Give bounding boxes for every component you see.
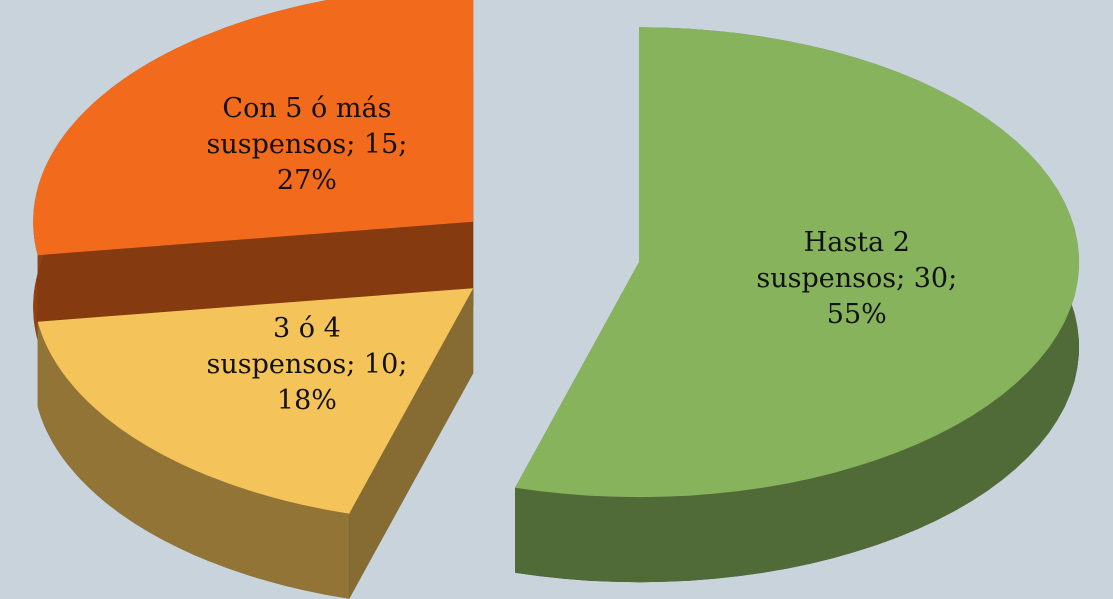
slice-top bbox=[33, 0, 474, 256]
slice-top bbox=[515, 27, 1079, 498]
slice bbox=[515, 27, 1079, 583]
data-label: Hasta 2 suspensos; 30; 55% bbox=[756, 226, 958, 330]
slice-wall bbox=[37, 321, 350, 599]
slice-top bbox=[37, 288, 474, 514]
data-label: Con 5 ó más suspensos; 15; 27% bbox=[206, 92, 408, 196]
slice bbox=[33, 0, 474, 341]
slice bbox=[37, 288, 474, 599]
data-label: 3 ó 4 suspensos; 10; 18% bbox=[206, 313, 408, 417]
